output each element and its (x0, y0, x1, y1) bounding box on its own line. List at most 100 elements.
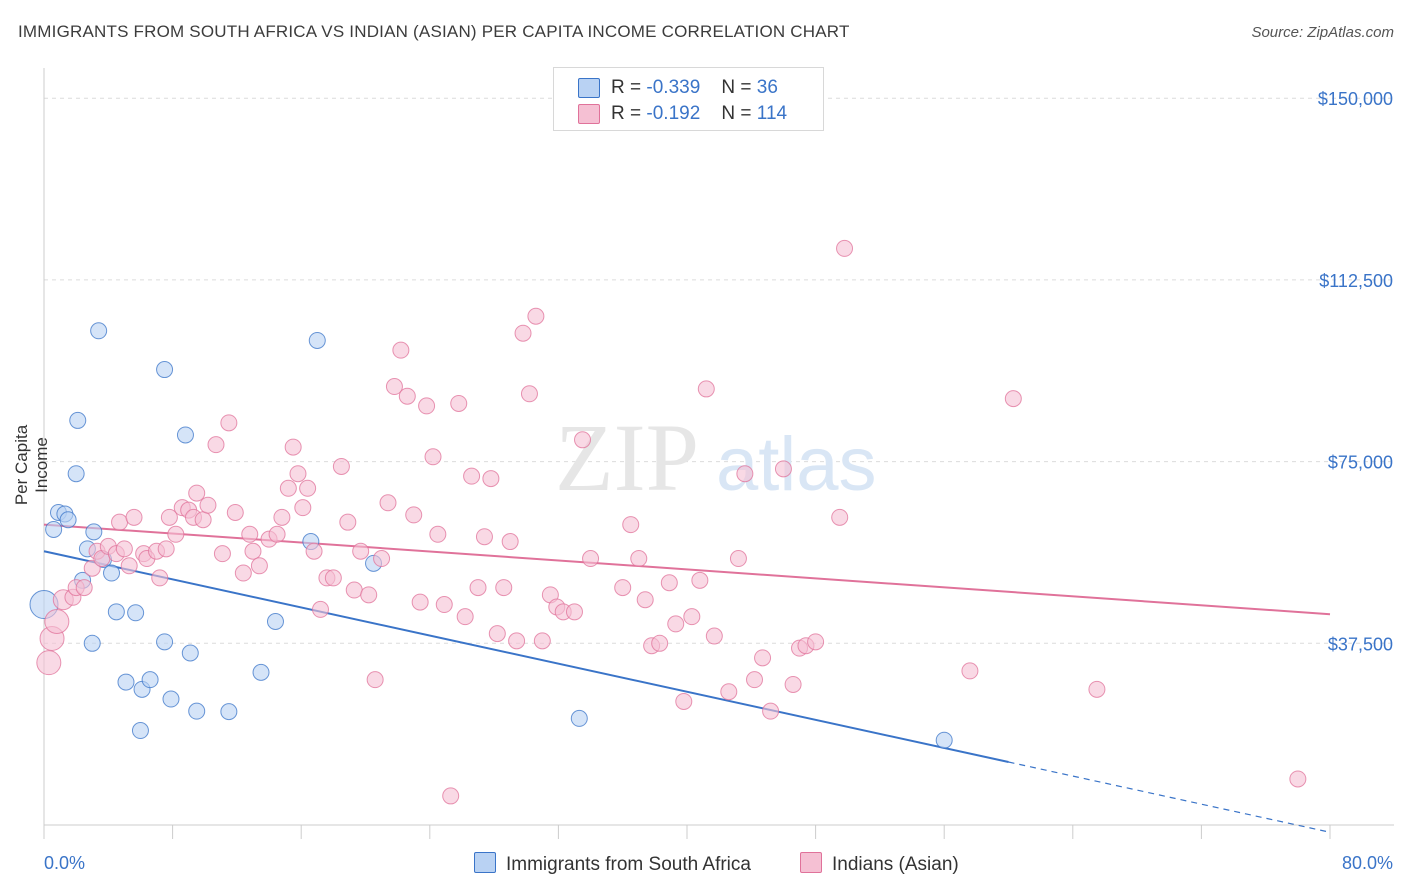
trend-extension-series-0 (1008, 761, 1331, 833)
point-series-1-110 (807, 633, 825, 651)
legend-r-value: -0.339 (646, 77, 701, 98)
point-series-1-99 (705, 627, 723, 645)
bottom-legend-swatch-blue (474, 852, 496, 873)
point-series-0-19 (141, 671, 159, 689)
point-series-0-23 (176, 426, 194, 444)
point-series-1-38 (268, 525, 286, 543)
point-series-1-84 (565, 603, 583, 621)
point-series-1-102 (736, 465, 754, 483)
point-series-1-41 (284, 438, 302, 456)
point-series-1-42 (289, 465, 307, 483)
point-series-1-115 (1088, 680, 1106, 698)
point-series-1-70 (469, 579, 487, 597)
legend-n-label: N = (721, 77, 752, 98)
tick-labels: $37,500 $75,000 $112,500 $150,000 0.0% 80.0% (44, 89, 1393, 873)
point-series-1-73 (488, 625, 506, 643)
point-series-0-6 (69, 411, 87, 429)
bottom-legend-label: Indians (Asian) (832, 854, 959, 875)
point-series-1-107 (784, 675, 802, 693)
point-series-1-59 (398, 387, 416, 405)
watermark: ZIP atlas (555, 404, 877, 511)
point-series-1-22 (167, 525, 185, 543)
point-series-0-9 (83, 634, 101, 652)
point-series-1-54 (366, 671, 384, 689)
point-series-1-43 (294, 499, 312, 517)
point-series-1-66 (442, 787, 460, 805)
point-series-1-39 (273, 508, 291, 526)
point-series-1-32 (226, 503, 244, 521)
point-series-0-20 (156, 633, 174, 651)
point-series-1-69 (463, 467, 481, 485)
point-series-1-89 (630, 550, 648, 568)
point-series-0-22 (162, 690, 180, 708)
point-series-0-27 (252, 663, 270, 681)
legend-n-value: 114 (756, 103, 788, 124)
trend-line-series-1 (43, 523, 1331, 616)
y-tick-label-2: $112,500 (1319, 271, 1393, 291)
watermark-atlas: atlas (716, 422, 877, 507)
point-series-1-63 (424, 448, 442, 466)
watermark-zip: ZIP (555, 404, 699, 511)
point-series-1-52 (352, 542, 370, 560)
point-series-0-21 (156, 361, 174, 379)
legend-r-value: -0.192 (646, 103, 701, 124)
point-series-1-65 (435, 596, 453, 614)
point-series-0-28 (266, 613, 284, 631)
point-series-1-92 (651, 634, 669, 652)
point-series-0-24 (181, 644, 199, 662)
x-tick-label-0: 0.0% (44, 853, 85, 873)
point-series-1-45 (305, 542, 323, 560)
trend-lines (43, 523, 1331, 833)
y-tick-label-1: $75,000 (1328, 453, 1393, 473)
point-series-1-20 (157, 540, 175, 558)
chart-title: IMMIGRANTS FROM SOUTH AFRICA VS INDIAN (… (18, 22, 850, 41)
point-series-1-46 (311, 600, 329, 618)
point-series-1-97 (691, 571, 709, 589)
point-series-1-51 (345, 581, 363, 599)
point-series-1-14 (120, 557, 138, 575)
point-series-1-111 (831, 508, 849, 526)
point-series-1-104 (754, 649, 772, 667)
point-series-1-13 (115, 540, 133, 558)
point-series-0-16 (127, 604, 145, 622)
point-series-0-1 (45, 520, 63, 538)
point-series-1-87 (614, 579, 632, 597)
point-series-1-56 (379, 494, 397, 512)
point-series-1-0 (36, 650, 62, 676)
point-series-1-94 (667, 615, 685, 633)
bottom-legend-label: Immigrants from South Africa (506, 854, 751, 875)
point-series-1-90 (636, 591, 654, 609)
point-series-0-33 (935, 731, 953, 749)
point-series-1-105 (762, 702, 780, 720)
bottom-legend-swatch-pink (800, 852, 822, 873)
point-series-1-93 (660, 574, 678, 592)
point-series-1-55 (373, 550, 391, 568)
point-series-1-34 (241, 525, 259, 543)
point-series-1-101 (729, 550, 747, 568)
point-series-1-72 (482, 470, 500, 488)
point-series-1-113 (961, 662, 979, 680)
point-series-1-36 (250, 557, 268, 575)
point-series-1-40 (279, 479, 297, 497)
trend-line-series-0 (43, 550, 1009, 763)
point-series-0-30 (308, 331, 326, 349)
point-series-1-60 (405, 506, 423, 524)
point-series-1-62 (418, 397, 436, 415)
point-series-1-30 (213, 545, 231, 563)
legend: R = -0.339 N = 36 R = -0.192 N = 114 (553, 67, 824, 131)
y-tick-label-3: $150,000 (1318, 89, 1393, 109)
point-series-1-103 (746, 671, 764, 689)
point-series-0-15 (117, 673, 135, 691)
point-series-1-100 (720, 683, 738, 701)
bottom-legend-south-africa: Immigrants from South Africa (474, 852, 751, 876)
point-series-1-116 (1289, 770, 1307, 788)
axes (43, 68, 1394, 839)
point-series-0-13 (103, 564, 121, 582)
point-series-1-76 (508, 632, 526, 650)
point-series-1-26 (188, 484, 206, 502)
point-series-1-31 (220, 414, 238, 432)
point-series-1-78 (520, 385, 538, 403)
point-series-1-33 (234, 564, 252, 582)
point-series-0-4 (59, 511, 77, 529)
